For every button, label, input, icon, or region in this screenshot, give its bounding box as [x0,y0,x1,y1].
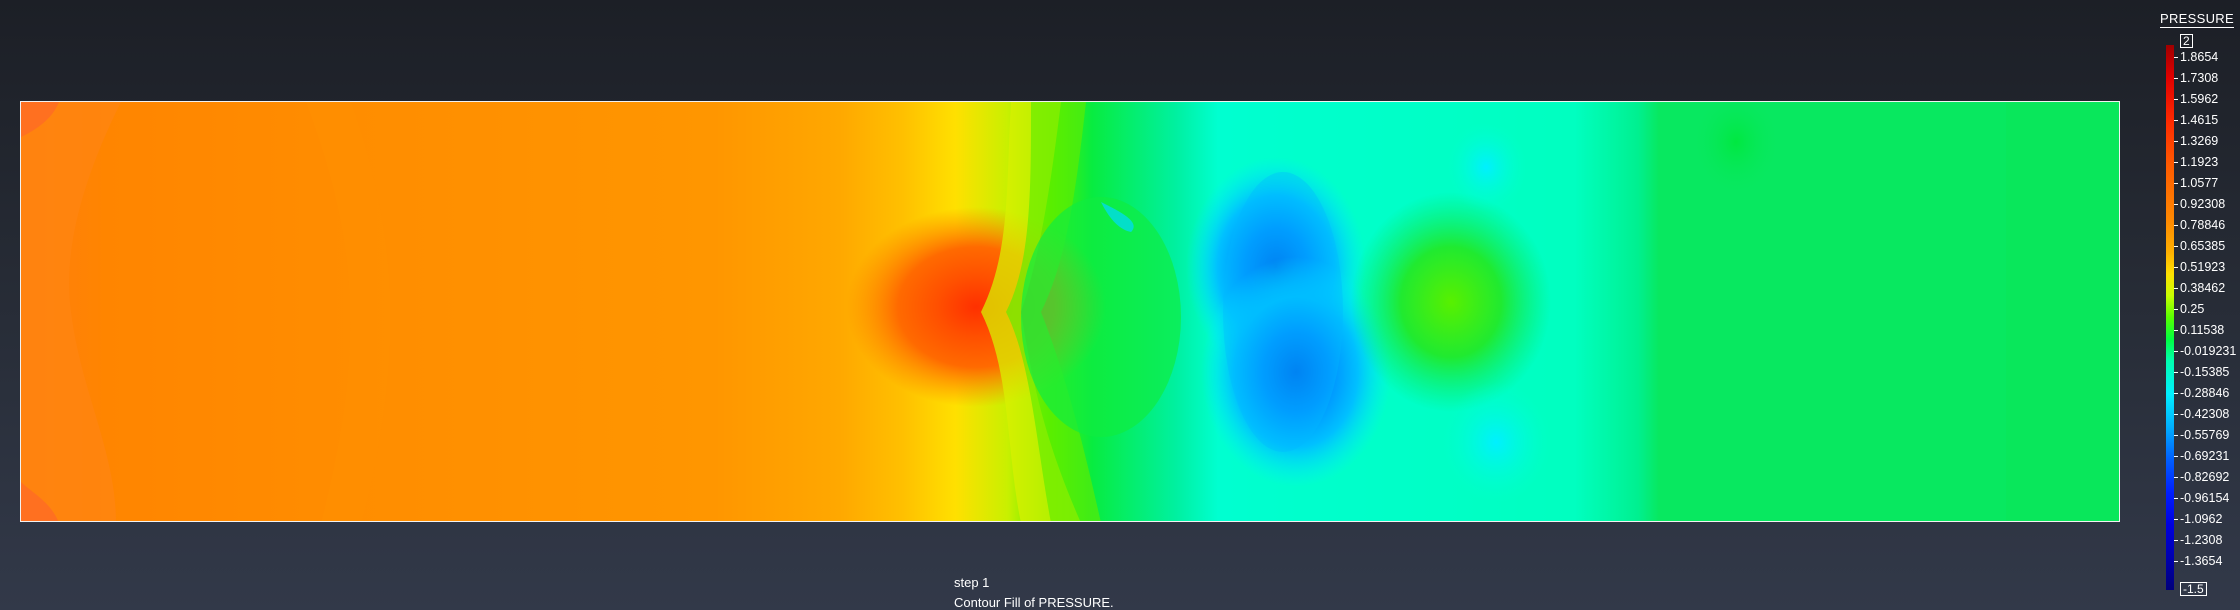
scale-tick [2174,435,2178,436]
scale-label: 0.78846 [2174,218,2225,232]
scale-max-value[interactable]: 2 [2180,34,2193,48]
scale-label: -0.82692 [2174,470,2229,484]
scale-tick [2174,456,2178,457]
scale-tick [2174,57,2178,58]
scale-label: 0.11538 [2174,323,2224,337]
scale-label: -1.0962 [2174,512,2222,526]
plot-caption: Contour Fill of PRESSURE. [954,595,1114,610]
scale-tick [2174,246,2178,247]
scale-tick [2174,498,2178,499]
scale-tick [2174,330,2178,331]
scale-tick [2174,120,2178,121]
scale-label: -0.55769 [2174,428,2229,442]
scale-tick [2174,477,2178,478]
scale-label: 0.25 [2174,302,2204,316]
color-scale-bar [2166,45,2174,590]
scale-tick [2174,141,2178,142]
scale-tick [2174,183,2178,184]
step-label: step 1 [954,575,990,590]
pressure-contour-field [21,102,2119,521]
scale-tick [2174,372,2178,373]
scale-label: 1.7308 [2174,71,2218,85]
scale-label: 1.8654 [2174,50,2218,64]
scale-label: 0.65385 [2174,239,2225,253]
scale-label: 1.5962 [2174,92,2218,106]
scale-label: 1.4615 [2174,113,2218,127]
scale-title: PRESSURE [2160,11,2234,28]
scale-tick [2174,99,2178,100]
scale-label: 1.0577 [2174,176,2218,190]
scale-label: 0.92308 [2174,197,2225,211]
scale-label: -0.69231 [2174,449,2229,463]
scale-label: 1.3269 [2174,134,2218,148]
scale-tick [2174,351,2178,352]
scale-label: -0.15385 [2174,365,2229,379]
scale-tick [2174,78,2178,79]
scale-tick [2174,393,2178,394]
scale-label: -0.019231 [2174,344,2236,358]
scale-label: -0.28846 [2174,386,2229,400]
scale-tick [2174,162,2178,163]
scale-min-value[interactable]: -1.5 [2180,582,2207,596]
scale-label: 0.38462 [2174,281,2225,295]
contour-plot[interactable] [20,101,2120,522]
scale-label: -0.42308 [2174,407,2229,421]
scale-tick [2174,540,2178,541]
scale-tick [2174,267,2178,268]
scale-tick [2174,309,2178,310]
scale-label: 1.1923 [2174,155,2218,169]
scale-label: -1.2308 [2174,533,2222,547]
scale-tick [2174,519,2178,520]
scale-label: -0.96154 [2174,491,2229,505]
scale-tick [2174,414,2178,415]
scale-tick [2174,204,2178,205]
scale-label: 0.51923 [2174,260,2225,274]
scale-tick [2174,288,2178,289]
scale-tick [2174,225,2178,226]
scale-label: -1.3654 [2174,554,2222,568]
scale-tick [2174,561,2178,562]
